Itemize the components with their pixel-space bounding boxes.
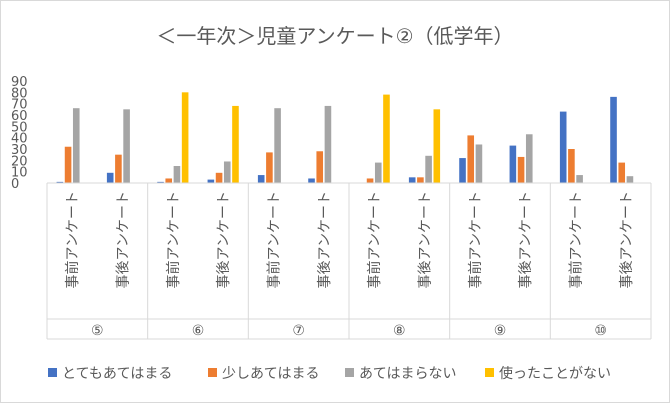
x-category-label: 事後アンケート xyxy=(317,191,333,288)
y-tick-label: 80 xyxy=(11,86,28,101)
x-category-label: 事後アンケート xyxy=(518,191,534,288)
bar xyxy=(618,162,626,183)
bar xyxy=(475,144,483,183)
legend-label: とてもあてはまる xyxy=(62,366,172,382)
x-category-label: 事前アンケート xyxy=(64,191,81,288)
x-category-label: 事後アンケート xyxy=(418,191,434,288)
bar xyxy=(459,158,466,183)
bar xyxy=(232,105,239,183)
bar xyxy=(274,108,281,183)
x-category-label: 事後アンケート xyxy=(116,191,132,288)
chart-title: ＜一年次＞児童アンケート②（低学年） xyxy=(156,24,513,48)
legend-swatch xyxy=(485,368,494,377)
bar xyxy=(517,156,525,183)
bar xyxy=(509,145,517,183)
x-category-label: 事前アンケート xyxy=(568,191,585,288)
y-tick-label: 30 xyxy=(11,143,28,158)
bar xyxy=(417,177,424,183)
bar xyxy=(366,178,374,183)
bar xyxy=(56,181,64,183)
x-group-label: ⑨ xyxy=(494,323,507,339)
bar xyxy=(181,92,189,183)
legend-label: 少しあてはまる xyxy=(222,366,319,382)
x-category-label: 事前アンケート xyxy=(467,191,484,288)
y-tick-label: 0 xyxy=(11,177,19,192)
legend-label: 使ったことがない xyxy=(499,365,611,382)
bar xyxy=(72,108,80,183)
bar xyxy=(433,109,441,183)
bar xyxy=(316,151,324,183)
bar xyxy=(64,146,72,183)
legend-label: あてはまらない xyxy=(359,366,456,382)
bar xyxy=(467,135,475,183)
y-tick-label: 40 xyxy=(11,132,28,147)
legend-swatch xyxy=(345,368,354,377)
bar xyxy=(576,175,583,183)
bars xyxy=(56,92,634,183)
bar xyxy=(559,111,567,183)
bar xyxy=(408,177,416,183)
x-group-label: ⑤ xyxy=(91,323,104,339)
bar xyxy=(610,96,617,183)
bar xyxy=(115,154,122,183)
bar xyxy=(266,152,273,183)
bar xyxy=(525,134,533,183)
bar xyxy=(324,105,332,183)
x-axis: 事前アンケート 事後アンケート 事前アンケート 事後アンケート 事前アンケート 事後アンケ… xyxy=(46,182,652,340)
bar xyxy=(223,161,231,183)
bar xyxy=(123,109,130,183)
x-category-label: 事前アンケート xyxy=(165,191,182,288)
legend-swatch xyxy=(208,368,217,377)
bar xyxy=(568,149,575,183)
y-tick-label: 90 xyxy=(11,75,28,90)
x-category-label: 事後アンケート xyxy=(216,191,232,288)
bar xyxy=(626,176,634,183)
x-category-label: 事後アンケート xyxy=(619,191,635,288)
bar xyxy=(106,172,114,183)
x-group-label: ⑩ xyxy=(594,323,607,339)
bar xyxy=(425,155,432,183)
bar xyxy=(308,178,315,183)
x-group-label: ⑧ xyxy=(393,323,406,339)
bar xyxy=(215,172,223,183)
bar xyxy=(173,166,181,183)
bar xyxy=(207,179,215,183)
y-tick-label: 10 xyxy=(11,166,28,181)
y-tick-label: 50 xyxy=(11,120,28,135)
legend: とてもあてはまる 少しあてはまる あてはまらない 使ったことがない xyxy=(48,365,611,382)
y-tick-label: 70 xyxy=(11,98,28,113)
x-category-label: 事前アンケート xyxy=(266,191,283,288)
x-category-label: 事前アンケート xyxy=(366,191,383,288)
legend-swatch xyxy=(48,368,57,377)
bar xyxy=(257,175,265,183)
x-group-label: ⑥ xyxy=(192,323,205,339)
y-tick-label: 60 xyxy=(11,109,28,124)
x-group-label: ⑦ xyxy=(292,323,305,339)
bar xyxy=(383,94,390,183)
y-tick-label: 20 xyxy=(11,154,28,169)
bar xyxy=(374,162,382,183)
bar xyxy=(157,181,164,183)
bar xyxy=(165,178,173,183)
